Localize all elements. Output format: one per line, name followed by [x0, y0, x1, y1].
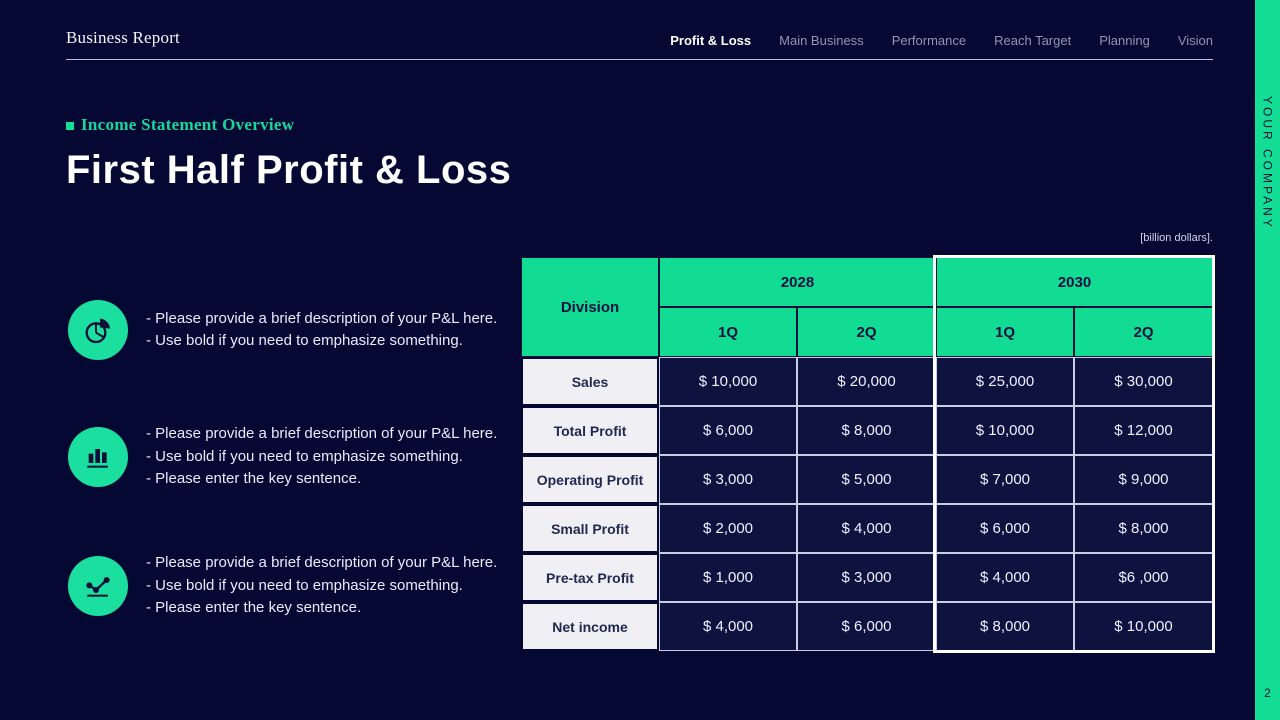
note-line: - Please enter the key sentence. [146, 599, 362, 617]
note-line: - Please provide a brief description of … [146, 554, 498, 572]
nav-planning[interactable]: Planning [1099, 33, 1150, 48]
value-cell: $ 8,000 [797, 406, 936, 455]
value-cell: $ 5,000 [797, 455, 936, 504]
nav-profit-loss[interactable]: Profit & Loss [670, 33, 752, 48]
value-cell: $ 12,000 [1074, 406, 1213, 455]
row-label-small-profit: Small Profit [521, 504, 659, 553]
table-header-year-2028: 2028 [659, 257, 936, 307]
top-nav: Profit & Loss Main Business Performance … [670, 33, 1213, 48]
value-cell: $ 10,000 [1074, 602, 1213, 651]
value-cell: $ 7,000 [936, 455, 1074, 504]
note-line: - Use bold if you need to emphasize some… [146, 447, 463, 465]
nav-performance[interactable]: Performance [891, 33, 967, 48]
value-cell: $ 3,000 [797, 553, 936, 602]
table-header-quarter: 1Q [936, 307, 1074, 357]
company-name-vertical: YOUR COMPANY [1260, 96, 1275, 230]
note-block-2: - Please provide a brief description of … [68, 425, 518, 487]
table-header-quarter: 2Q [797, 307, 936, 357]
table-header-quarter: 1Q [659, 307, 797, 357]
value-cell: $ 6,000 [936, 504, 1074, 553]
nav-reach-target[interactable]: Reach Target [994, 33, 1072, 48]
value-cell: $ 8,000 [936, 602, 1074, 651]
note-text: - Please provide a brief description of … [146, 423, 497, 491]
pl-table: Division 2028 2030 1Q 2Q 1Q 2Q Sales $ 10,000 $ 2… [521, 255, 1215, 653]
note-text: - Please provide a brief description of … [146, 308, 497, 353]
row-label-net-income: Net income [521, 602, 659, 651]
value-cell: $ 20,000 [797, 357, 936, 406]
note-line: - Use bold if you need to emphasize some… [146, 332, 463, 349]
company-strip: YOUR COMPANY 2 [1255, 0, 1280, 720]
value-cell: $ 2,000 [659, 504, 797, 553]
note-line: - Use bold if you need to emphasize some… [146, 576, 463, 594]
value-cell: $ 6,000 [797, 602, 936, 651]
value-cell: $6 ,000 [1074, 553, 1213, 602]
note-block-3: - Please provide a brief description of … [68, 554, 518, 616]
row-label-sales: Sales [521, 357, 659, 406]
note-line: - Please provide a brief description of … [146, 425, 498, 443]
unit-note: [billion dollars]. [1140, 232, 1213, 244]
bar-chart-icon [68, 427, 128, 487]
row-label-pre-tax-profit: Pre-tax Profit [521, 553, 659, 602]
square-bullet-icon [66, 121, 74, 130]
pie-chart-icon [68, 300, 128, 360]
brand-title: Business Report [66, 28, 180, 47]
value-cell: $ 8,000 [1074, 504, 1213, 553]
table-header-division: Division [521, 257, 659, 357]
value-cell: $ 6,000 [659, 406, 797, 455]
value-cell: $ 10,000 [936, 406, 1074, 455]
nav-vision[interactable]: Vision [1177, 33, 1213, 48]
note-block-1: - Please provide a brief description of … [68, 300, 518, 360]
value-cell: $ 9,000 [1074, 455, 1213, 504]
section-eyebrow-label: Income Statement Overview [81, 115, 295, 134]
table-header-quarter: 2Q [1074, 307, 1213, 357]
table-header-year-2030: 2030 [936, 257, 1213, 307]
row-label-total-profit: Total Profit [521, 406, 659, 455]
value-cell: $ 3,000 [659, 455, 797, 504]
section-eyebrow: Income Statement Overview [66, 115, 294, 135]
note-line: - Please provide a brief description of … [146, 309, 498, 327]
value-cell: $ 1,000 [659, 553, 797, 602]
value-cell: $ 10,000 [659, 357, 797, 406]
value-cell: $ 4,000 [659, 602, 797, 651]
value-cell: $ 4,000 [797, 504, 936, 553]
value-cell: $ 4,000 [936, 553, 1074, 602]
page-title: First Half Profit & Loss [66, 148, 512, 192]
note-line: - Please enter the key sentence. [146, 470, 362, 488]
nav-main-business[interactable]: Main Business [779, 33, 864, 48]
row-label-operating-profit: Operating Profit [521, 455, 659, 504]
top-header: Business Report Profit & Loss Main Busin… [66, 0, 1213, 60]
line-chart-icon [68, 556, 128, 616]
value-cell: $ 25,000 [936, 357, 1074, 406]
note-text: - Please provide a brief description of … [146, 552, 497, 620]
page-number: 2 [1264, 686, 1271, 700]
value-cell: $ 30,000 [1074, 357, 1213, 406]
